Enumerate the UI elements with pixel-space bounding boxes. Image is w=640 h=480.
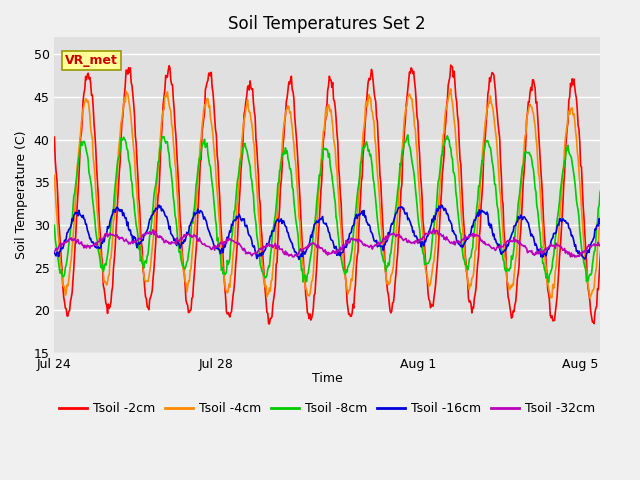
Line: Tsoil -8cm: Tsoil -8cm	[54, 135, 620, 282]
Tsoil -2cm	[266, 321, 273, 327]
Tsoil -16cm	[295, 256, 303, 262]
Tsoil -16cm	[616, 247, 624, 253]
Tsoil -32cm	[202, 242, 209, 248]
Tsoil -2cm	[447, 62, 454, 68]
Tsoil -32cm	[67, 236, 74, 242]
Tsoil -2cm	[565, 97, 573, 103]
Tsoil -4cm	[547, 295, 555, 301]
Tsoil -2cm	[51, 134, 58, 140]
Tsoil -32cm	[571, 254, 579, 260]
Tsoil -4cm	[447, 86, 454, 92]
Tsoil -8cm	[528, 157, 536, 163]
Tsoil -8cm	[404, 132, 412, 138]
Tsoil -8cm	[565, 149, 573, 155]
Text: VR_met: VR_met	[65, 54, 118, 67]
Tsoil -16cm	[236, 211, 243, 217]
Tsoil -2cm	[236, 202, 243, 207]
Tsoil -2cm	[616, 138, 624, 144]
Tsoil -16cm	[67, 225, 74, 230]
Tsoil -2cm	[529, 77, 536, 83]
Legend: Tsoil -2cm, Tsoil -4cm, Tsoil -8cm, Tsoil -16cm, Tsoil -32cm: Tsoil -2cm, Tsoil -4cm, Tsoil -8cm, Tsoi…	[54, 397, 600, 420]
Tsoil -16cm	[51, 250, 58, 255]
Tsoil -16cm	[529, 233, 536, 239]
Line: Tsoil -4cm: Tsoil -4cm	[54, 89, 620, 298]
Tsoil -8cm	[67, 228, 74, 233]
Tsoil -16cm	[202, 216, 209, 222]
Tsoil -8cm	[51, 223, 58, 228]
X-axis label: Time: Time	[312, 372, 342, 385]
Tsoil -16cm	[438, 202, 445, 208]
Tsoil -8cm	[236, 167, 243, 172]
Tsoil -4cm	[236, 179, 243, 184]
Tsoil -32cm	[143, 230, 150, 236]
Tsoil -32cm	[616, 249, 624, 254]
Tsoil -32cm	[51, 249, 58, 254]
Tsoil -16cm	[143, 229, 150, 235]
Tsoil -4cm	[565, 108, 573, 114]
Line: Tsoil -32cm: Tsoil -32cm	[54, 228, 620, 257]
Tsoil -8cm	[545, 279, 552, 285]
Tsoil -4cm	[202, 104, 209, 109]
Y-axis label: Soil Temperature (C): Soil Temperature (C)	[15, 131, 28, 259]
Tsoil -8cm	[143, 260, 150, 266]
Line: Tsoil -2cm: Tsoil -2cm	[54, 65, 620, 324]
Title: Soil Temperatures Set 2: Soil Temperatures Set 2	[228, 15, 426, 33]
Tsoil -32cm	[564, 251, 572, 257]
Tsoil -4cm	[528, 104, 536, 110]
Line: Tsoil -16cm: Tsoil -16cm	[54, 205, 620, 259]
Tsoil -4cm	[67, 262, 74, 267]
Tsoil -16cm	[565, 225, 573, 231]
Tsoil -4cm	[51, 173, 58, 179]
Tsoil -2cm	[202, 87, 209, 93]
Tsoil -8cm	[616, 222, 624, 228]
Tsoil -32cm	[528, 248, 536, 253]
Tsoil -32cm	[430, 226, 438, 231]
Tsoil -2cm	[143, 296, 150, 301]
Tsoil -2cm	[67, 299, 74, 304]
Tsoil -32cm	[236, 240, 243, 246]
Tsoil -4cm	[143, 278, 150, 284]
Tsoil -8cm	[202, 144, 209, 150]
Tsoil -4cm	[616, 176, 624, 182]
